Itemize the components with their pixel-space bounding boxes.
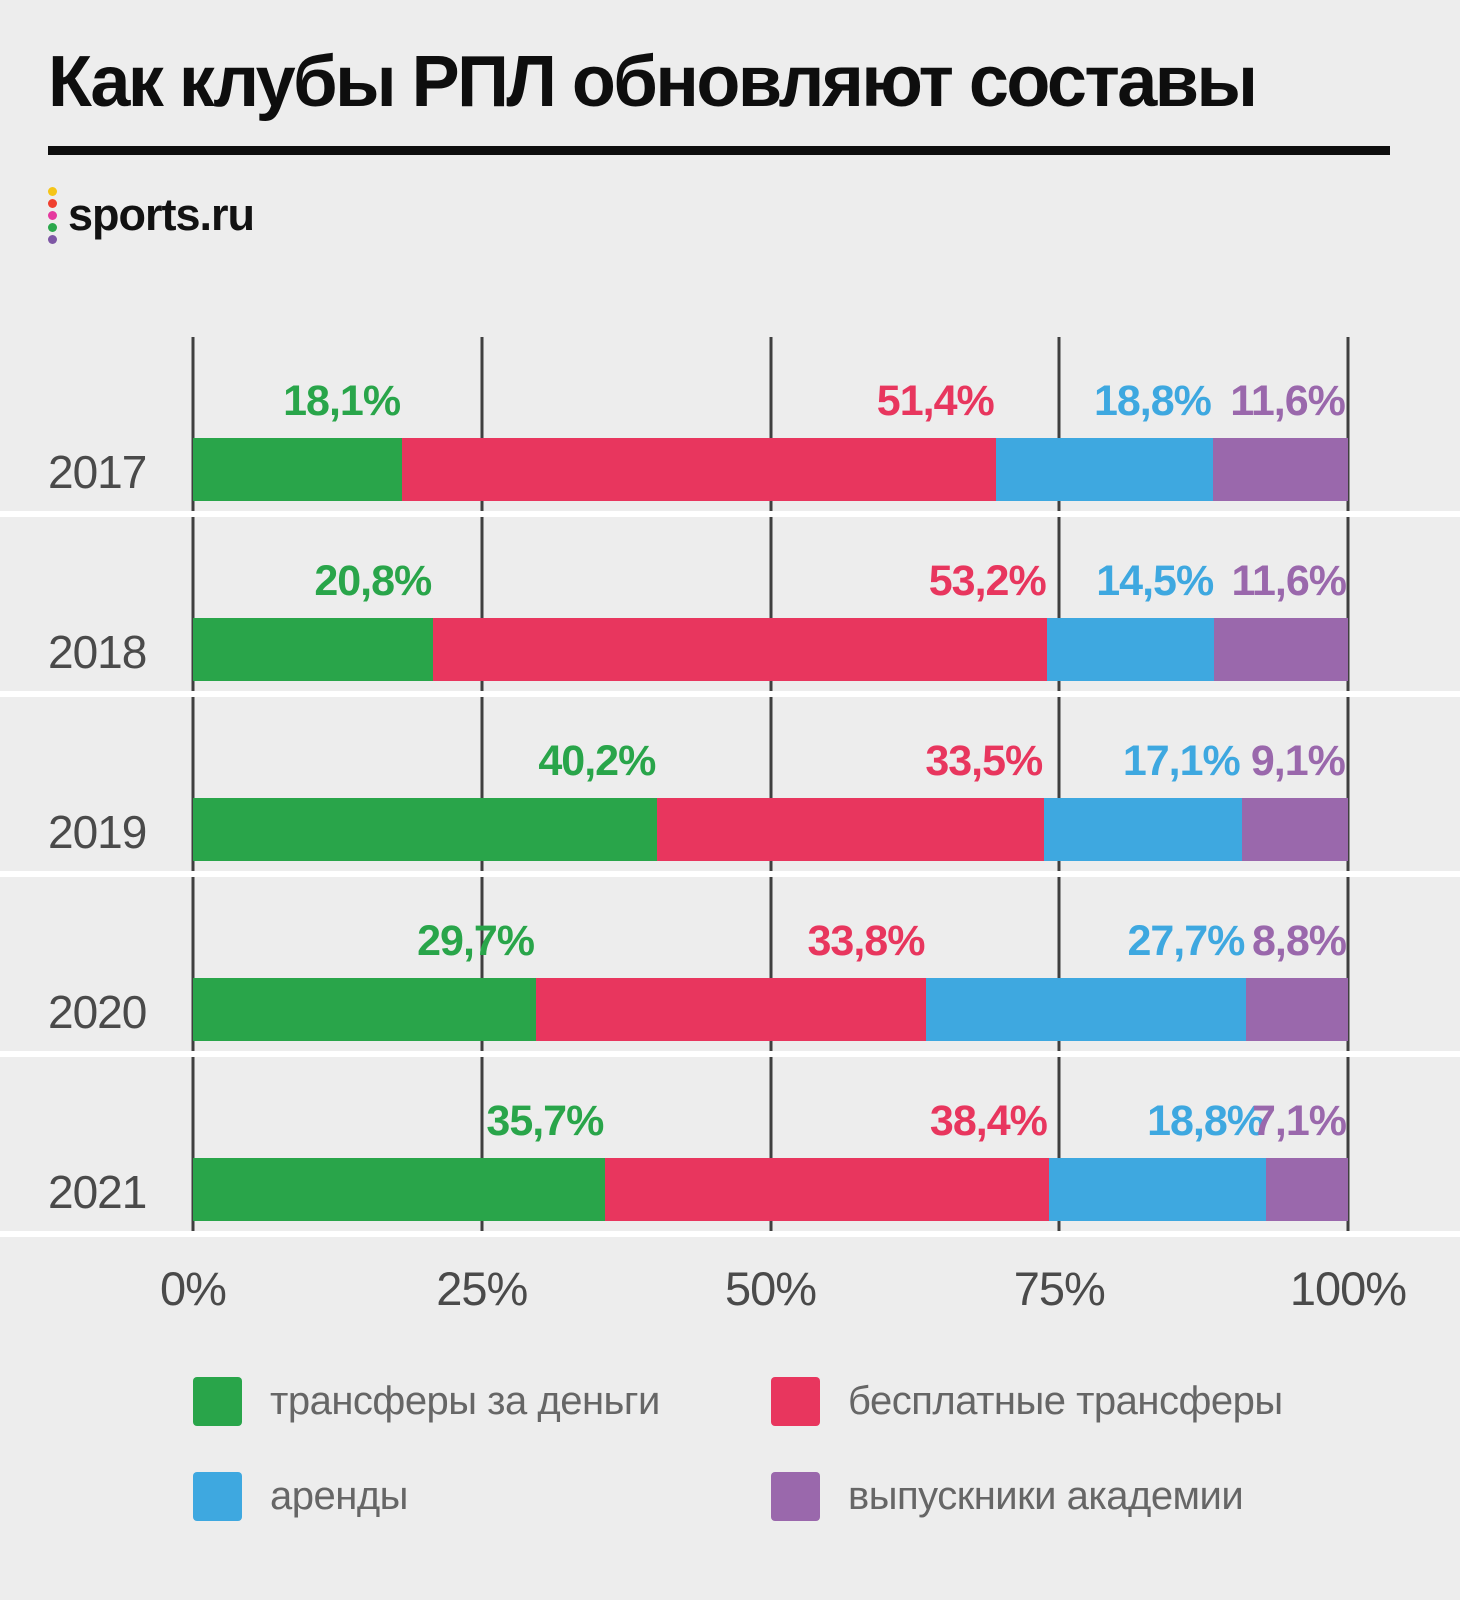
bar-segment bbox=[995, 438, 1213, 501]
logo-dot-icon bbox=[48, 222, 57, 232]
value-label: 18,8% bbox=[1147, 1097, 1265, 1145]
value-label: 8,8% bbox=[1251, 917, 1347, 965]
value-label: 18,8% bbox=[1093, 377, 1212, 425]
bar-segment bbox=[433, 618, 1047, 681]
chart-row-2017: 2017 18,1% 51,4% 18,8% 11,6% bbox=[0, 337, 1460, 517]
stacked-bar bbox=[193, 438, 1348, 501]
stacked-bar bbox=[193, 978, 1348, 1041]
legend-color-swatch bbox=[193, 1472, 242, 1521]
bar-band: 40,2% 33,5% 17,1% 9,1% bbox=[193, 697, 1348, 871]
stacked-bar-chart: 2017 18,1% 51,4% 18,8% 11,6% 2018 20,8% 53,2% 14… bbox=[0, 337, 1460, 1237]
bar-segment bbox=[1212, 438, 1348, 501]
value-label: 7,1% bbox=[1251, 1097, 1347, 1145]
stacked-bar bbox=[193, 1158, 1348, 1221]
chart-row-2021: 2021 35,7% 38,4% 18,8% 7,1% bbox=[0, 1057, 1460, 1237]
bar-segment bbox=[1046, 618, 1215, 681]
logo-dot-icon bbox=[48, 210, 57, 220]
sports-ru-logo: sports.ru bbox=[48, 186, 1412, 244]
year-label: 2018 bbox=[48, 626, 147, 678]
bar-segment bbox=[1044, 798, 1242, 861]
stacked-bar bbox=[193, 618, 1348, 681]
legend-color-swatch bbox=[193, 1377, 242, 1426]
year-label: 2020 bbox=[48, 986, 147, 1038]
legend-label: бесплатные трансферы bbox=[848, 1379, 1283, 1423]
bar-band: 29,7% 33,8% 27,7% 8,8% bbox=[193, 877, 1348, 1051]
value-label: 35,7% bbox=[486, 1097, 604, 1145]
value-label: 18,1% bbox=[283, 377, 401, 425]
year-label: 2021 bbox=[48, 1166, 147, 1218]
bar-segment bbox=[1246, 978, 1348, 1041]
logo-text: sports.ru bbox=[68, 189, 255, 240]
x-tick-label: 25% bbox=[436, 1262, 528, 1315]
logo-dot-icon bbox=[48, 186, 57, 196]
chart-rows: 2017 18,1% 51,4% 18,8% 11,6% 2018 20,8% 53,2% 14… bbox=[0, 337, 1460, 1237]
gridline bbox=[769, 337, 772, 1237]
bar-segment bbox=[1048, 1158, 1266, 1221]
bar-segment bbox=[193, 798, 658, 861]
chart-row-2020: 2020 29,7% 33,8% 27,7% 8,8% bbox=[0, 877, 1460, 1057]
vertical-gridlines bbox=[191, 337, 1350, 1237]
value-label: 33,5% bbox=[925, 737, 1043, 785]
bar-band: 20,8% 53,2% 14,5% 11,6% bbox=[193, 517, 1348, 691]
x-tick-label: 100% bbox=[1289, 1262, 1407, 1315]
legend-color-swatch bbox=[771, 1377, 820, 1426]
chart-row-2018: 2018 20,8% 53,2% 14,5% 11,6% bbox=[0, 517, 1460, 697]
legend-item: аренды bbox=[193, 1472, 771, 1521]
legend-label: трансферы за деньги bbox=[270, 1379, 660, 1423]
bar-segment bbox=[605, 1158, 1049, 1221]
x-tick-label: 0% bbox=[160, 1262, 227, 1315]
gridline bbox=[1057, 337, 1061, 1237]
legend-item: выпускники академии bbox=[771, 1472, 1460, 1521]
bar-segment bbox=[536, 978, 927, 1041]
year-label: 2019 bbox=[48, 806, 147, 858]
title-underline bbox=[48, 146, 1390, 155]
year-label: 2017 bbox=[48, 446, 147, 498]
legend-item: бесплатные трансферы bbox=[771, 1377, 1460, 1426]
legend-label: выпускники академии bbox=[848, 1474, 1244, 1518]
value-label: 38,4% bbox=[929, 1097, 1048, 1145]
bar-segment bbox=[1214, 618, 1348, 681]
legend-label: аренды bbox=[270, 1474, 408, 1518]
bar-segment bbox=[402, 438, 996, 501]
value-label: 9,1% bbox=[1250, 737, 1346, 785]
value-label: 27,7% bbox=[1127, 917, 1245, 965]
chart-row-2019: 2019 40,2% 33,5% 17,1% 9,1% bbox=[0, 697, 1460, 877]
bar-segment bbox=[193, 438, 403, 501]
x-tick-label: 50% bbox=[724, 1262, 817, 1315]
value-label: 51,4% bbox=[876, 377, 995, 425]
value-label: 40,2% bbox=[538, 737, 656, 785]
bar-segment bbox=[1241, 798, 1348, 861]
x-axis: 0% 25% 50% 75% 100% bbox=[160, 1237, 1407, 1333]
bar-band: 18,1% 51,4% 18,8% 11,6% bbox=[193, 337, 1348, 511]
bar-band: 35,7% 38,4% 18,8% 7,1% bbox=[193, 1057, 1348, 1231]
value-label: 20,8% bbox=[314, 557, 432, 605]
gridline bbox=[1346, 337, 1350, 1237]
legend-color-swatch bbox=[771, 1472, 820, 1521]
value-label: 14,5% bbox=[1096, 557, 1214, 605]
value-label: 29,7% bbox=[417, 917, 535, 965]
value-label: 11,6% bbox=[1231, 557, 1347, 605]
x-tick-label: 75% bbox=[1013, 1262, 1106, 1315]
value-label: 33,8% bbox=[807, 917, 926, 965]
legend-item: трансферы за деньги bbox=[193, 1377, 771, 1426]
header: Как клубы РПЛ обновляют составы sports.r… bbox=[0, 0, 1460, 244]
bar-segment bbox=[193, 978, 537, 1041]
legend: трансферы за деньги бесплатные трансферы а… bbox=[193, 1377, 1460, 1521]
stacked-bar bbox=[193, 798, 1348, 861]
logo-dot-icon bbox=[48, 198, 57, 208]
value-label: 53,2% bbox=[928, 557, 1047, 605]
chart-title: Как клубы РПЛ обновляют составы bbox=[48, 42, 1258, 122]
logo-dots-icon bbox=[48, 186, 57, 244]
value-label: 17,1% bbox=[1122, 737, 1241, 785]
bar-segment bbox=[657, 798, 1045, 861]
value-label: 11,6% bbox=[1230, 377, 1346, 425]
logo-dot-icon bbox=[48, 234, 57, 244]
bar-segment bbox=[193, 618, 433, 681]
bar-segment bbox=[1265, 1158, 1348, 1221]
bar-segment bbox=[926, 978, 1247, 1041]
gridline bbox=[191, 337, 195, 1237]
bar-segment bbox=[193, 1158, 606, 1221]
gridline bbox=[480, 337, 484, 1237]
